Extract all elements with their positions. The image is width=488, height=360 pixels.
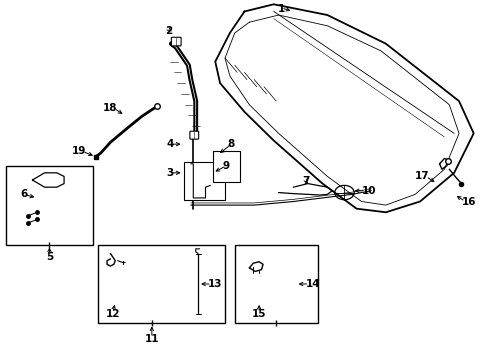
FancyBboxPatch shape — [189, 131, 198, 139]
Bar — [5, 166, 93, 244]
Text: 8: 8 — [227, 139, 234, 149]
Bar — [234, 244, 317, 323]
Text: 10: 10 — [361, 186, 375, 196]
Bar — [183, 162, 224, 200]
Text: 3: 3 — [166, 168, 173, 178]
Text: 6: 6 — [20, 189, 27, 199]
Text: 11: 11 — [144, 334, 159, 344]
FancyBboxPatch shape — [171, 37, 181, 46]
Text: 1: 1 — [277, 4, 284, 14]
Polygon shape — [215, 4, 473, 212]
Text: 13: 13 — [207, 279, 222, 289]
Bar — [212, 151, 239, 182]
Text: 12: 12 — [105, 309, 120, 319]
Text: 18: 18 — [103, 103, 118, 113]
Bar — [98, 244, 224, 323]
Text: 4: 4 — [166, 139, 173, 149]
Text: 17: 17 — [414, 171, 429, 181]
Text: 14: 14 — [305, 279, 320, 289]
Text: 2: 2 — [165, 26, 172, 36]
Text: 15: 15 — [251, 309, 266, 319]
Text: 16: 16 — [461, 197, 475, 207]
Text: 7: 7 — [301, 176, 308, 186]
Text: 5: 5 — [46, 252, 53, 262]
Text: 9: 9 — [222, 161, 229, 171]
Text: 19: 19 — [72, 146, 86, 156]
